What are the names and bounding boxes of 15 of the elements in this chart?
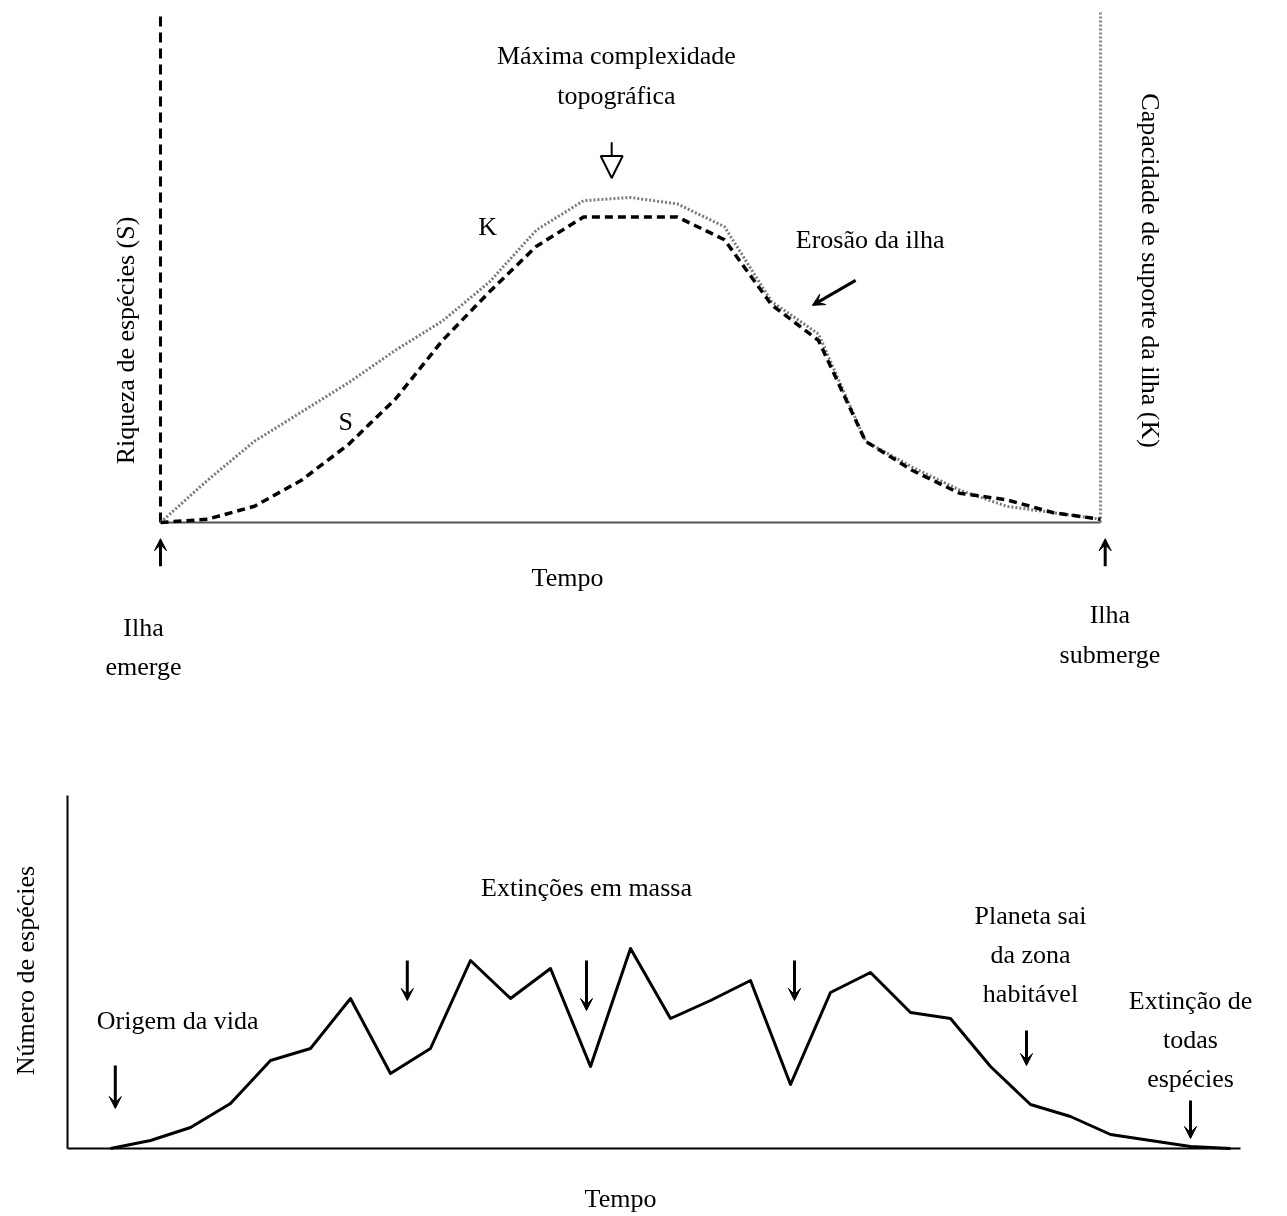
y-axis-title: Número de espécies bbox=[11, 865, 40, 1076]
y-axis-title: Riqueza de espécies (S) bbox=[110, 216, 140, 465]
annotation: Planeta sai da zona habitável bbox=[974, 900, 1087, 1008]
annotation: Extinção de todas espécies bbox=[1128, 985, 1253, 1093]
x-axis-title: Tempo bbox=[531, 563, 604, 593]
x-axis-title: Tempo bbox=[584, 1184, 657, 1213]
series-label: S bbox=[338, 407, 353, 437]
annotation: Erosão da ilha bbox=[795, 225, 946, 255]
text: Ilha emerge bbox=[105, 612, 182, 681]
series-label: K bbox=[478, 212, 498, 242]
text: Ilha submerge bbox=[1059, 600, 1161, 669]
text: Extinções em massa bbox=[481, 873, 693, 902]
annotation: Origem da vida bbox=[96, 1006, 260, 1035]
y2-axis-title: Capacidade de suporte da ilha (K) bbox=[1135, 93, 1165, 448]
text: Máxima complexidade topográfica bbox=[496, 41, 736, 110]
